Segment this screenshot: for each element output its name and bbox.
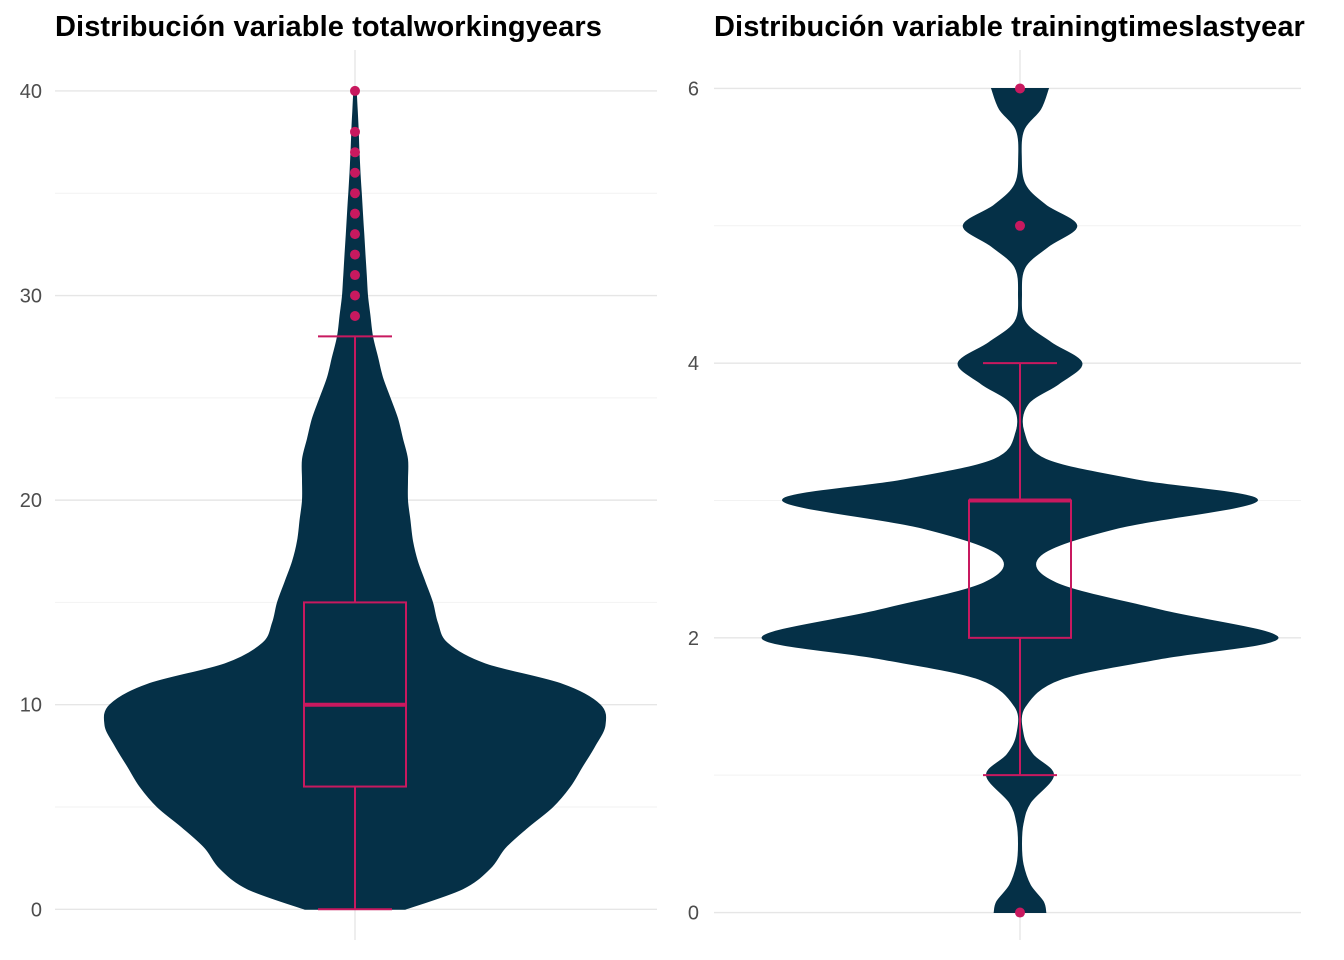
outlier-point — [1015, 220, 1025, 231]
outlier-point — [350, 85, 360, 96]
y-tick-label: 40 — [20, 81, 42, 103]
outlier-point — [350, 126, 360, 137]
outlier-point — [350, 147, 360, 158]
violin-plot-totalworkingyears: 0 10 20 30 40 — [20, 50, 657, 940]
chart-title: Distribución variable totalworkingyears — [55, 11, 602, 43]
outlier-point — [350, 290, 360, 301]
outlier-point — [1015, 907, 1025, 918]
y-tick-label: 4 — [688, 353, 699, 375]
outlier-point — [1015, 83, 1025, 94]
chart-panel-totalworkingyears: Distribución variable totalworkingyears … — [20, 11, 657, 940]
outlier-point — [350, 167, 360, 178]
outlier-point — [350, 188, 360, 199]
y-tick-label: 30 — [20, 286, 42, 308]
boxplot-box — [303, 601, 407, 788]
y-tick-label: 20 — [20, 490, 42, 512]
y-tick-label: 2 — [688, 628, 699, 650]
y-tick-label: 0 — [688, 903, 699, 925]
y-tick-label: 10 — [20, 695, 42, 717]
y-tick-label: 0 — [31, 899, 42, 921]
outlier-point — [350, 310, 360, 321]
outlier-point — [350, 270, 360, 281]
y-tick-label: 6 — [688, 78, 699, 100]
outlier-point — [350, 249, 360, 260]
outlier-point — [350, 229, 360, 240]
chart-title: Distribución variable trainingtimeslasty… — [714, 11, 1305, 43]
chart-panel-trainingtimeslastyear: Distribución variable trainingtimeslasty… — [672, 0, 1344, 960]
outlier-point — [350, 208, 360, 219]
violin-plot-trainingtimeslastyear: 0 2 4 6 — [688, 50, 1301, 940]
